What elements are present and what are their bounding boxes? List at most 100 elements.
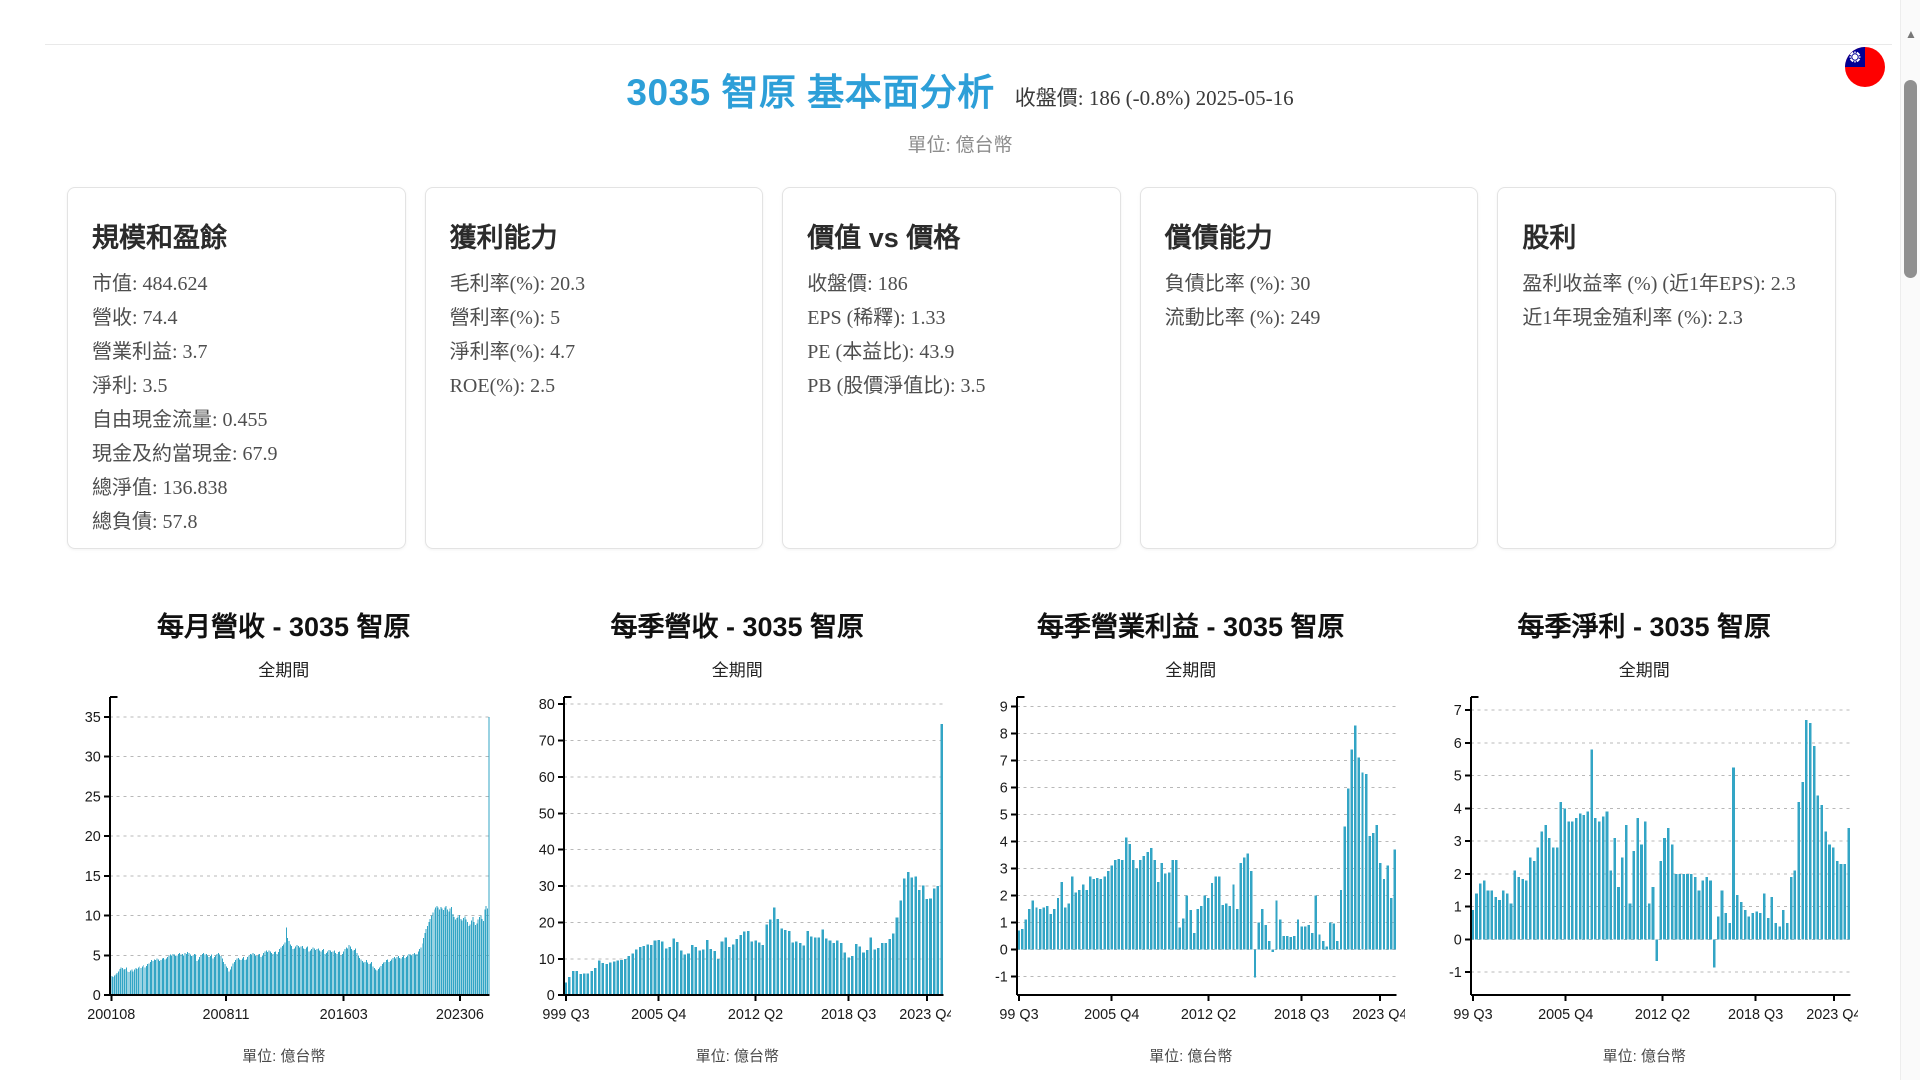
bar — [1524, 880, 1528, 940]
bar — [460, 918, 462, 996]
scrollbar[interactable]: ▲ — [1900, 0, 1920, 1080]
bar — [1350, 749, 1353, 950]
bar — [1582, 814, 1585, 940]
bar — [131, 969, 133, 996]
bar — [401, 957, 403, 996]
bar — [175, 956, 177, 996]
bar — [835, 940, 839, 996]
bar — [1493, 896, 1497, 940]
y-tick-label: 60 — [538, 770, 554, 786]
charts-row: 每月營收 - 3035 智原 全期間 0 5 10 15 20 25 30 35 200108 200… — [70, 605, 1858, 1066]
bar — [798, 942, 801, 996]
bar — [261, 955, 263, 996]
chart-block-1: 每季營收 - 3035 智原 全期間 0 10 20 30 40 50 60 70 80 999 Q3… — [524, 605, 951, 1066]
bar — [824, 938, 828, 996]
bar — [1289, 937, 1293, 950]
bar — [209, 956, 211, 996]
bar — [479, 917, 481, 996]
x-tick-label: 2023 Q4 — [1806, 1007, 1858, 1023]
y-tick-label: 35 — [85, 710, 101, 726]
bar — [228, 971, 230, 996]
bar — [171, 955, 173, 996]
bar — [151, 960, 153, 996]
bar — [149, 961, 151, 996]
x-tick-label: 2018 Q3 — [820, 1007, 875, 1023]
bar — [1210, 883, 1214, 950]
bar — [364, 961, 366, 996]
bar — [1804, 719, 1808, 940]
bar — [1106, 871, 1110, 950]
x-tick-label: 200108 — [87, 1007, 135, 1023]
bar — [345, 947, 347, 996]
bar — [1766, 918, 1769, 940]
bar — [205, 953, 207, 996]
scrollbar-thumb[interactable] — [1904, 80, 1917, 278]
bar — [1250, 871, 1253, 950]
scroll-up-arrow-icon[interactable]: ▲ — [1905, 27, 1917, 41]
bar — [359, 957, 361, 996]
bar — [1666, 828, 1670, 940]
bar — [169, 954, 171, 996]
bar — [380, 965, 382, 996]
bar — [1042, 907, 1045, 950]
bar — [483, 921, 485, 996]
bar — [244, 960, 246, 996]
bar — [431, 915, 433, 996]
bar — [913, 876, 917, 996]
y-tick-label: 2 — [1000, 888, 1008, 904]
bar — [419, 949, 421, 996]
bar — [399, 957, 401, 996]
bar — [121, 968, 123, 996]
header: 3035 智原 基本面分析 收盤價: 186 (-0.8%) 2025-05-1… — [0, 0, 1920, 116]
bar — [1053, 908, 1056, 950]
bar — [742, 931, 746, 996]
bar — [638, 947, 641, 996]
bar — [224, 964, 226, 996]
bar — [1246, 853, 1250, 950]
bar — [746, 930, 749, 996]
bar — [1346, 788, 1350, 950]
bar — [115, 974, 117, 996]
bar — [1372, 833, 1375, 950]
bar — [220, 956, 222, 996]
taiwan-flag-icon[interactable] — [1845, 47, 1885, 87]
bar — [211, 954, 213, 996]
bar — [1513, 870, 1516, 940]
chart-canvas: 0 5 10 15 20 25 30 35 200108 200811 201603 202306 — [85, 695, 490, 1023]
bar — [252, 953, 254, 996]
bar — [433, 909, 435, 996]
bar — [1257, 922, 1260, 950]
bar — [1157, 881, 1160, 950]
bar — [167, 957, 169, 996]
bar — [195, 954, 197, 996]
bar — [895, 917, 898, 996]
bar — [615, 960, 619, 996]
bar — [124, 968, 126, 996]
bar — [264, 951, 266, 996]
bar — [1628, 903, 1631, 940]
chart-unit-note: 單位: 億台幣 — [695, 1047, 779, 1065]
bar — [1293, 935, 1296, 950]
bar — [300, 946, 302, 996]
bar — [750, 941, 753, 996]
bar — [653, 940, 656, 996]
bar — [255, 955, 257, 996]
bar — [1264, 925, 1267, 950]
bar — [188, 953, 190, 996]
bar — [344, 949, 346, 996]
bar — [1770, 896, 1773, 940]
bar — [427, 925, 429, 996]
bar — [843, 952, 846, 996]
bar — [176, 955, 178, 996]
bar — [761, 944, 764, 996]
bar — [415, 954, 417, 996]
bar — [452, 914, 454, 996]
x-tick-label: 202306 — [436, 1007, 484, 1023]
bar — [1632, 850, 1635, 940]
bar — [1228, 906, 1232, 950]
bar — [772, 907, 775, 996]
bar — [1486, 890, 1489, 940]
bar — [910, 877, 913, 996]
bar — [295, 946, 297, 996]
bar — [287, 937, 289, 996]
